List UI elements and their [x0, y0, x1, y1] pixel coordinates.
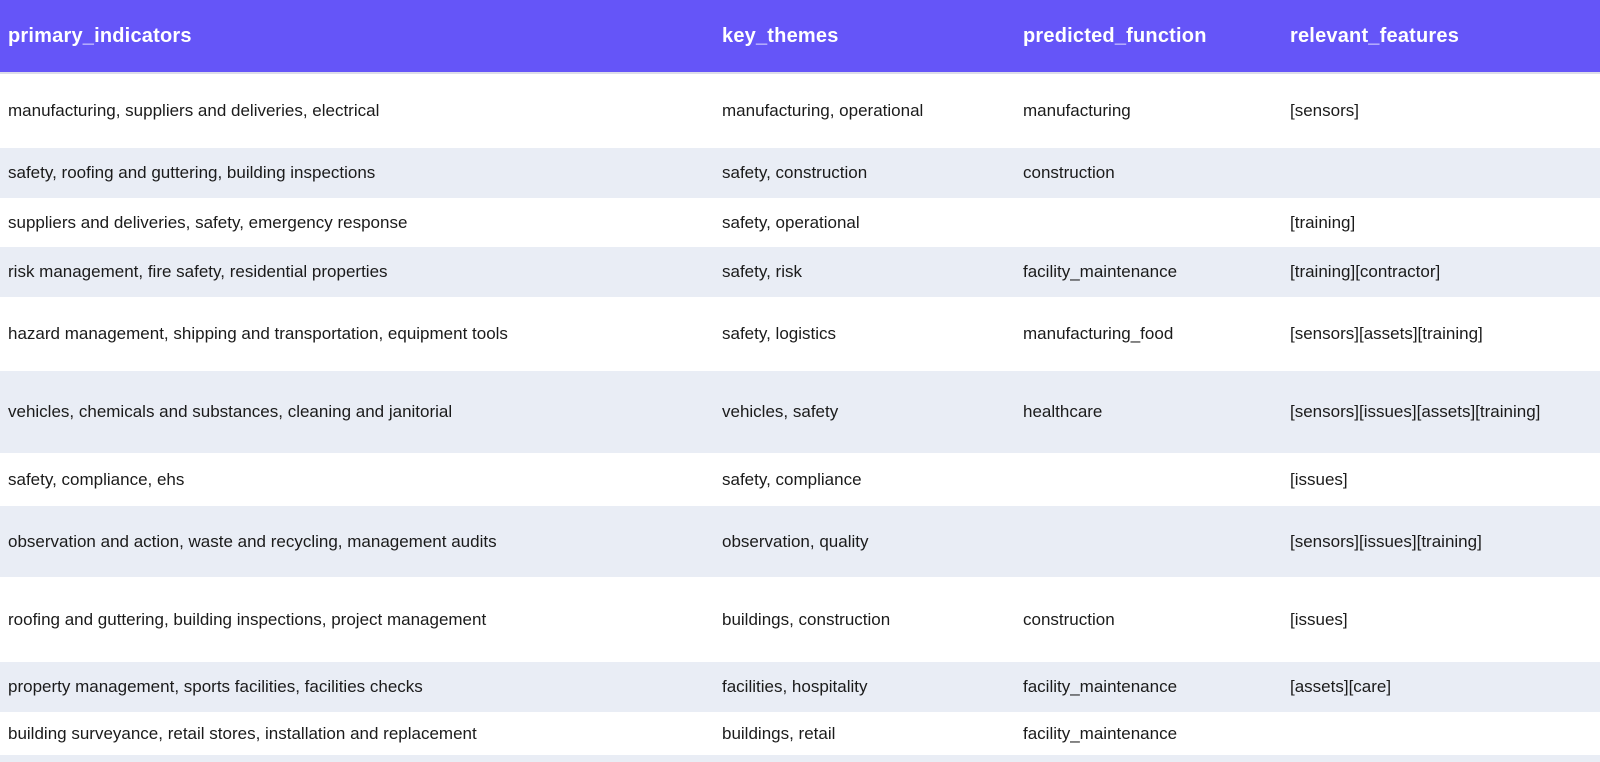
cell-key-themes: observation, quality	[722, 531, 869, 551]
cell-relevant-features: [sensors][issues][training]	[1290, 531, 1482, 551]
cell-primary-indicators: safety, roofing and guttering, building …	[8, 163, 376, 182]
cell-predicted-function: manufacturing_food	[1023, 324, 1174, 343]
cell-predicted-function	[1015, 755, 1282, 762]
cell-key-themes: vehicles, safety	[722, 402, 839, 421]
table-row	[0, 755, 1600, 762]
table-row: suppliers and deliveries, safety, emerge…	[0, 198, 1600, 247]
column-header-relevant-features: relevant_features	[1282, 0, 1600, 74]
table-row: risk management, fire safety, residentia…	[0, 247, 1600, 297]
cell-key-themes: buildings, retail	[722, 723, 836, 743]
cell-relevant-features: [issues]	[1290, 469, 1348, 489]
cell-primary-indicators: building surveyance, retail stores, inst…	[8, 723, 477, 743]
cell-relevant-features: [issues]	[1290, 609, 1348, 629]
table-row: property management, sports facilities, …	[0, 662, 1600, 712]
cell-predicted-function: manufacturing	[1023, 101, 1131, 120]
cell-key-themes: safety, construction	[722, 163, 868, 182]
cell-primary-indicators: safety, compliance, ehs	[8, 469, 185, 489]
cell-relevant-features: [sensors]	[1290, 101, 1359, 120]
cell-predicted-function: facility_maintenance	[1023, 262, 1178, 281]
table-header-row: primary_indicators key_themes predicted_…	[0, 0, 1600, 74]
cell-relevant-features	[1282, 712, 1600, 755]
cell-primary-indicators: hazard management, shipping and transpor…	[8, 324, 508, 343]
table-row: building surveyance, retail stores, inst…	[0, 712, 1600, 755]
cell-primary-indicators: property management, sports facilities, …	[8, 677, 423, 696]
cell-primary-indicators: manufacturing, suppliers and deliveries,…	[8, 101, 380, 120]
cell-predicted-function	[1015, 506, 1282, 577]
cell-relevant-features: [sensors][assets][training]	[1290, 324, 1483, 343]
cell-relevant-features: [sensors][issues][assets][training]	[1290, 402, 1541, 421]
cell-primary-indicators: roofing and guttering, building inspecti…	[8, 609, 487, 629]
cell-primary-indicators: risk management, fire safety, residentia…	[8, 262, 388, 281]
cell-key-themes: manufacturing, operational	[722, 101, 924, 120]
cell-key-themes: safety, logistics	[722, 324, 837, 343]
cell-key-themes: buildings, construction	[722, 609, 891, 629]
cell-predicted-function	[1015, 198, 1282, 247]
table-row: vehicles, chemicals and substances, clea…	[0, 371, 1600, 453]
cell-key-themes: facilities, hospitality	[722, 677, 868, 696]
table-row: safety, roofing and guttering, building …	[0, 148, 1600, 198]
cell-predicted-function: healthcare	[1023, 402, 1103, 421]
cell-predicted-function	[1015, 453, 1282, 506]
table-row: safety, compliance, ehs safety, complianc…	[0, 453, 1600, 506]
cell-relevant-features: [training][contractor]	[1290, 262, 1441, 281]
cell-key-themes: safety, risk	[722, 262, 802, 281]
cell-key-themes: safety, compliance	[722, 469, 862, 489]
table-body: manufacturing, suppliers and deliveries,…	[0, 73, 1600, 762]
cell-relevant-features	[1282, 148, 1600, 198]
table-row: hazard management, shipping and transpor…	[0, 297, 1600, 371]
cell-predicted-function: facility_maintenance	[1023, 677, 1178, 696]
cell-relevant-features: [training]	[1290, 212, 1356, 232]
cell-relevant-features	[1282, 755, 1600, 762]
cell-key-themes: safety, operational	[722, 212, 860, 232]
column-header-primary-indicators: primary_indicators	[0, 0, 714, 74]
column-header-predicted-function: predicted_function	[1015, 0, 1282, 74]
cell-primary-indicators: suppliers and deliveries, safety, emerge…	[8, 212, 408, 232]
table-row: observation and action, waste and recycl…	[0, 506, 1600, 577]
table-row: roofing and guttering, building inspecti…	[0, 577, 1600, 662]
cell-key-themes	[714, 755, 1015, 762]
cell-primary-indicators: observation and action, waste and recycl…	[8, 531, 497, 551]
cell-primary-indicators	[0, 755, 714, 762]
cell-primary-indicators: vehicles, chemicals and substances, clea…	[8, 402, 453, 421]
cell-predicted-function: construction	[1023, 163, 1115, 182]
cell-predicted-function: facility_maintenance	[1023, 723, 1178, 743]
column-header-key-themes: key_themes	[714, 0, 1015, 74]
cell-relevant-features: [assets][care]	[1290, 677, 1392, 696]
table-row: manufacturing, suppliers and deliveries,…	[0, 73, 1600, 148]
cell-predicted-function: construction	[1023, 609, 1115, 629]
